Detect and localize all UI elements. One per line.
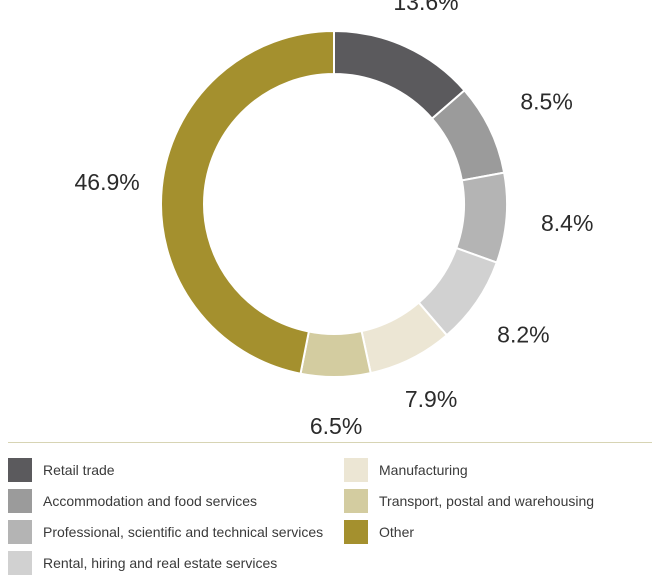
- slice-label-3: 8.4%: [541, 210, 593, 236]
- slice-label-1: 13.6%: [393, 0, 458, 15]
- legend-item: Manufacturing: [344, 458, 468, 482]
- legend-swatch: [344, 520, 368, 544]
- legend-swatch: [8, 520, 32, 544]
- legend-label: Other: [379, 524, 415, 540]
- slice-label-7: 46.9%: [74, 169, 139, 195]
- legend-swatch: [8, 551, 32, 575]
- slice-label-2: 8.5%: [520, 89, 572, 115]
- legend-item: Transport, postal and warehousing: [344, 489, 594, 513]
- slice-transport-postal-and-warehousing: [299, 329, 372, 378]
- slice-retail-trade: [333, 29, 466, 121]
- legend-label: Retail trade: [43, 462, 115, 478]
- legend-label: Transport, postal and warehousing: [379, 493, 595, 509]
- legend-item: Professional, scientific and technical s…: [8, 520, 323, 544]
- legend-item: Rental, hiring and real estate services: [8, 551, 277, 575]
- legend-swatch: [344, 489, 368, 513]
- legend-item: Accommodation and food services: [8, 489, 257, 513]
- legend-label: Accommodation and food services: [43, 493, 257, 509]
- slice-other: [159, 29, 335, 375]
- slice-label-5: 7.9%: [405, 386, 457, 412]
- percentage-labels: 13.6% 8.5% 8.4% 8.2% 7.9% 6.5% 46.9%: [74, 0, 593, 439]
- legend: Retail trade Accommodation and food servi…: [8, 458, 652, 578]
- legend-label: Manufacturing: [379, 462, 468, 478]
- legend-swatch: [344, 458, 368, 482]
- donut-slices: [159, 29, 508, 378]
- slice-label-4: 8.2%: [497, 322, 549, 348]
- slice-professional-scientific-and-technical-services: [455, 171, 508, 264]
- legend-label: Professional, scientific and technical s…: [43, 524, 324, 540]
- slice-label-6: 6.5%: [310, 413, 362, 439]
- legend-item: Retail trade: [8, 458, 115, 482]
- legend-label: Rental, hiring and real estate services: [43, 555, 278, 571]
- legend-item: Other: [344, 520, 414, 544]
- legend-divider: [8, 442, 652, 443]
- donut-chart: 13.6% 8.5% 8.4% 8.2% 7.9% 6.5% 46.9%: [74, 0, 593, 439]
- legend-swatch: [8, 458, 32, 482]
- legend-swatch: [8, 489, 32, 513]
